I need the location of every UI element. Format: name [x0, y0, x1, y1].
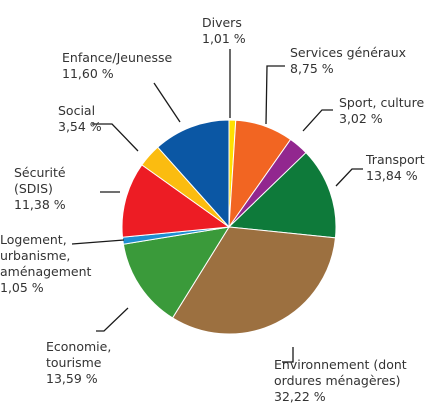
slice-label-line: 11,38 % [14, 197, 66, 212]
leader-line-5 [96, 307, 129, 332]
slice-label-3: Transport 13,84 % [365, 152, 425, 183]
slice-label-9: Enfance/Jeunesse 11,60 % [62, 50, 173, 81]
leader-line-6 [71, 239, 125, 245]
slice-label-line: Sécurité [14, 165, 66, 180]
pie-slice-7 [121, 164, 231, 238]
slice-label-line: 3,02 % [339, 111, 383, 126]
slice-label-line: 8,75 % [290, 61, 334, 76]
slice-label-6: Logement, urbanisme, aménagement 1,05 % [0, 232, 92, 295]
slice-label-line: Enfance/Jeunesse [62, 50, 173, 65]
slice-label-line: 1,01 % [202, 31, 246, 46]
pie-slice-5 [122, 226, 231, 319]
slice-label-line: aménagement [0, 264, 92, 279]
slice-label-5: Economie, tourisme 13,59 % [46, 339, 111, 386]
slice-label-line: 13,84 % [366, 168, 418, 183]
slice-label-line: Sport, culture [339, 95, 424, 110]
leader-line-1 [265, 65, 285, 125]
slice-label-line: Social [58, 103, 95, 118]
slice-label-8: Social 3,54 % [58, 103, 102, 134]
slice-label-line: tourisme [46, 355, 102, 370]
pie-slice-3 [227, 151, 337, 239]
leader-line-3 [335, 168, 363, 187]
slice-label-line: urbanisme, [0, 248, 70, 263]
slice-label-line: 13,59 % [46, 371, 98, 386]
slice-label-4: Environnement (dont ordures ménagères) 32,… [274, 357, 407, 404]
pie-slice-4 [171, 226, 336, 335]
slice-label-line: Transport [365, 152, 425, 167]
slice-label-0: Divers 1,01 % [202, 15, 246, 46]
slice-label-line: Economie, [46, 339, 111, 354]
slice-label-line: Services généraux [290, 45, 406, 60]
slice-label-line: 32,22 % [274, 389, 326, 404]
leader-line-4 [282, 347, 294, 363]
slice-label-line: Divers [202, 15, 242, 30]
slice-label-2: Sport, culture 3,02 % [339, 95, 424, 126]
slice-label-1: Services généraux 8,75 % [290, 45, 406, 76]
slice-label-line: Logement, [0, 232, 67, 247]
slice-label-line: ordures ménagères) [274, 373, 400, 388]
leader-line-2 [302, 109, 333, 132]
pie-slice-9 [157, 119, 230, 229]
slice-label-line: 1,05 % [0, 280, 44, 295]
slice-label-line: 3,54 % [58, 119, 102, 134]
slice-label-line: (SDIS) [14, 181, 53, 196]
slice-label-line: 11,60 % [62, 66, 114, 81]
slice-label-line: Environnement (dont [274, 357, 407, 372]
leader-line-9 [153, 82, 181, 123]
leader-line-8 [92, 123, 139, 152]
slice-label-7: Sécurité (SDIS) 11,38 % [14, 165, 66, 212]
